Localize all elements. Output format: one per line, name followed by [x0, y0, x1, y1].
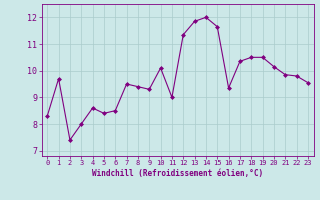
X-axis label: Windchill (Refroidissement éolien,°C): Windchill (Refroidissement éolien,°C): [92, 169, 263, 178]
